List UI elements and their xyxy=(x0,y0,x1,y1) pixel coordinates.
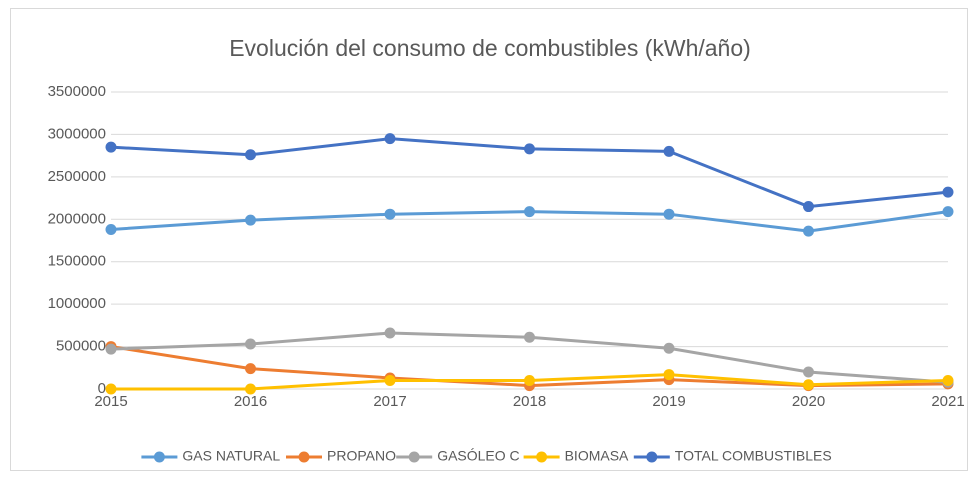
x-tick-label: 2017 xyxy=(373,393,406,410)
legend-label: GASÓLEO C xyxy=(437,448,519,464)
y-tick-label: 3500000 xyxy=(48,83,106,100)
data-point xyxy=(245,149,256,161)
data-point xyxy=(105,141,117,153)
data-point xyxy=(803,201,814,213)
chart-title: Evolución del consumo de combustibles (k… xyxy=(229,35,751,61)
y-tick-label: 1500000 xyxy=(48,253,106,270)
legend-marker xyxy=(408,451,420,463)
data-point xyxy=(524,331,535,343)
y-tick-label: 2500000 xyxy=(48,168,106,185)
data-point xyxy=(384,208,396,220)
legend-marker xyxy=(536,451,548,463)
data-point xyxy=(105,343,117,355)
legend-marker xyxy=(153,451,165,463)
x-tick-label: 2021 xyxy=(931,393,964,410)
x-tick-label: 2015 xyxy=(94,393,127,410)
data-point xyxy=(524,143,535,155)
legend-label: PROPANO xyxy=(327,448,396,464)
data-point xyxy=(524,375,535,387)
y-tick-label: 1000000 xyxy=(48,295,106,312)
data-point xyxy=(803,379,814,391)
data-point xyxy=(663,369,675,381)
data-point xyxy=(384,133,396,145)
data-point xyxy=(105,383,117,395)
legend-label: GAS NATURAL xyxy=(182,448,280,464)
legend-marker xyxy=(646,451,658,463)
data-point xyxy=(803,366,814,378)
legend-label: TOTAL COMBUSTIBLES xyxy=(675,448,832,464)
legend-marker xyxy=(298,451,310,463)
data-point xyxy=(663,342,675,354)
legend-label: BIOMASA xyxy=(565,448,629,464)
y-tick-label: 3000000 xyxy=(48,125,106,142)
x-tick-label: 2018 xyxy=(513,393,546,410)
data-point xyxy=(942,206,954,218)
data-point xyxy=(663,208,675,220)
y-tick-label: 2000000 xyxy=(48,210,106,227)
data-point xyxy=(384,375,396,387)
data-point xyxy=(245,363,256,375)
x-tick-label: 2019 xyxy=(652,393,685,410)
data-point xyxy=(803,225,814,237)
data-point xyxy=(663,145,675,157)
data-point xyxy=(245,214,256,226)
x-tick-label: 2016 xyxy=(234,393,267,410)
data-point xyxy=(105,223,117,235)
data-point xyxy=(942,375,954,387)
y-tick-label: 0 xyxy=(98,380,106,397)
x-tick-label: 2020 xyxy=(792,393,825,410)
data-point xyxy=(524,206,535,218)
data-point xyxy=(245,338,256,350)
chart-frame xyxy=(10,8,968,471)
y-tick-label: 500000 xyxy=(56,338,106,355)
data-point xyxy=(942,186,954,198)
data-point xyxy=(245,383,256,395)
data-point xyxy=(384,327,396,339)
